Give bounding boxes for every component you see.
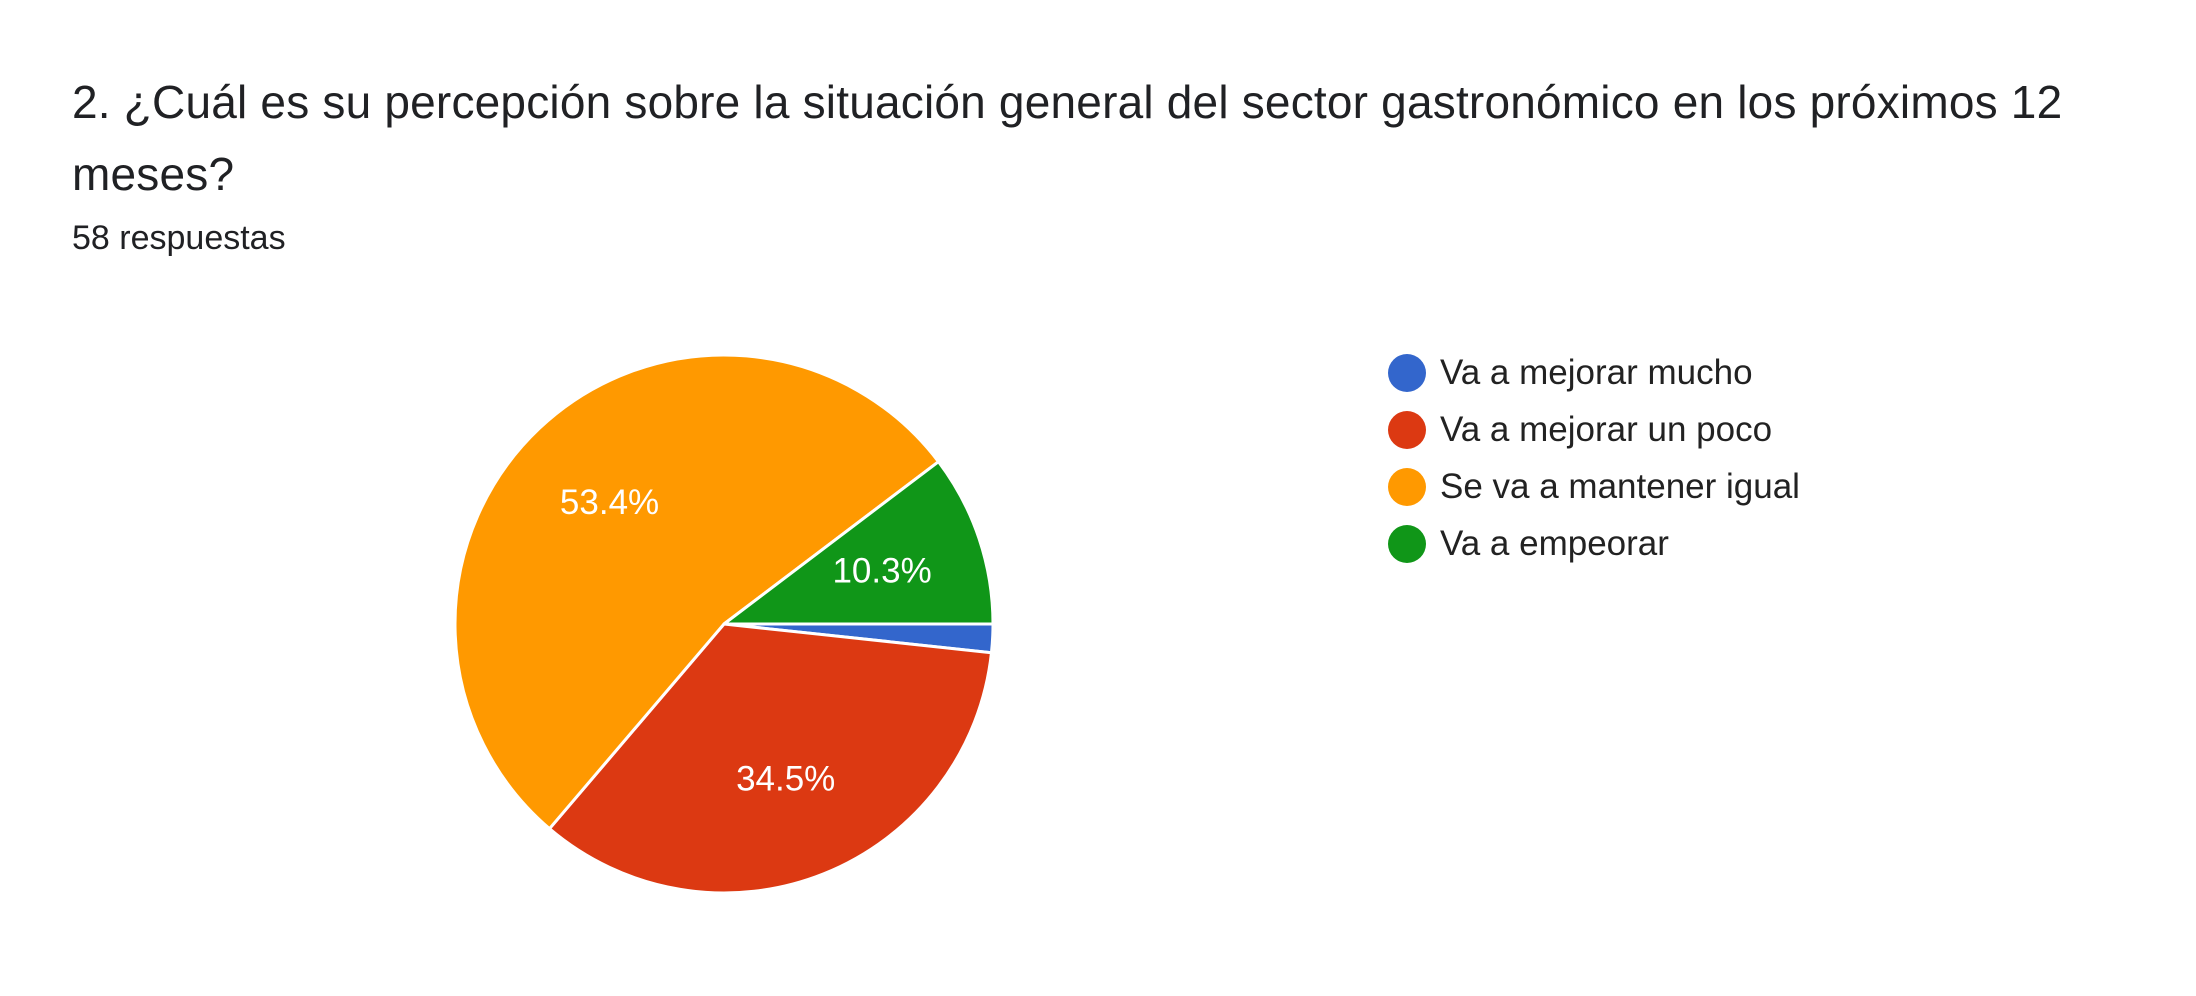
pie-data-labels: 34.5% 53.4% 10.3% [560,483,932,798]
legend-label: Va a empeorar [1440,523,1669,563]
legend-item: Se va a mantener igual [1388,458,1800,515]
legend-color-dot [1388,467,1426,506]
slice-data-label: 53.4% [560,483,659,522]
legend-color-dot [1388,410,1426,449]
pie-slice [453,353,941,831]
chart-legend: Va a mejorar mucho Va a mejorar un poco Se… [1388,344,1800,572]
pie-slices [453,353,995,895]
legend-label: Va a mejorar mucho [1440,352,1753,392]
legend-item: Va a mejorar mucho [1388,344,1800,401]
question-title: 2. ¿Cuál es su percepción sobre la situa… [72,76,2063,200]
slice-data-label: 10.3% [832,551,931,590]
legend-label: Va a mejorar un poco [1440,409,1773,449]
slice-data-label: 34.5% [736,759,835,798]
legend-item: Va a mejorar un poco [1388,401,1800,458]
legend-label: Se va a mantener igual [1440,466,1800,506]
legend-color-dot [1388,524,1426,563]
pie-slice [722,460,995,626]
pie-slice [547,622,993,895]
response-count: 58 respuestas [72,219,286,257]
legend-item: Va a empeorar [1388,515,1800,572]
legend-color-dot [1388,353,1426,392]
